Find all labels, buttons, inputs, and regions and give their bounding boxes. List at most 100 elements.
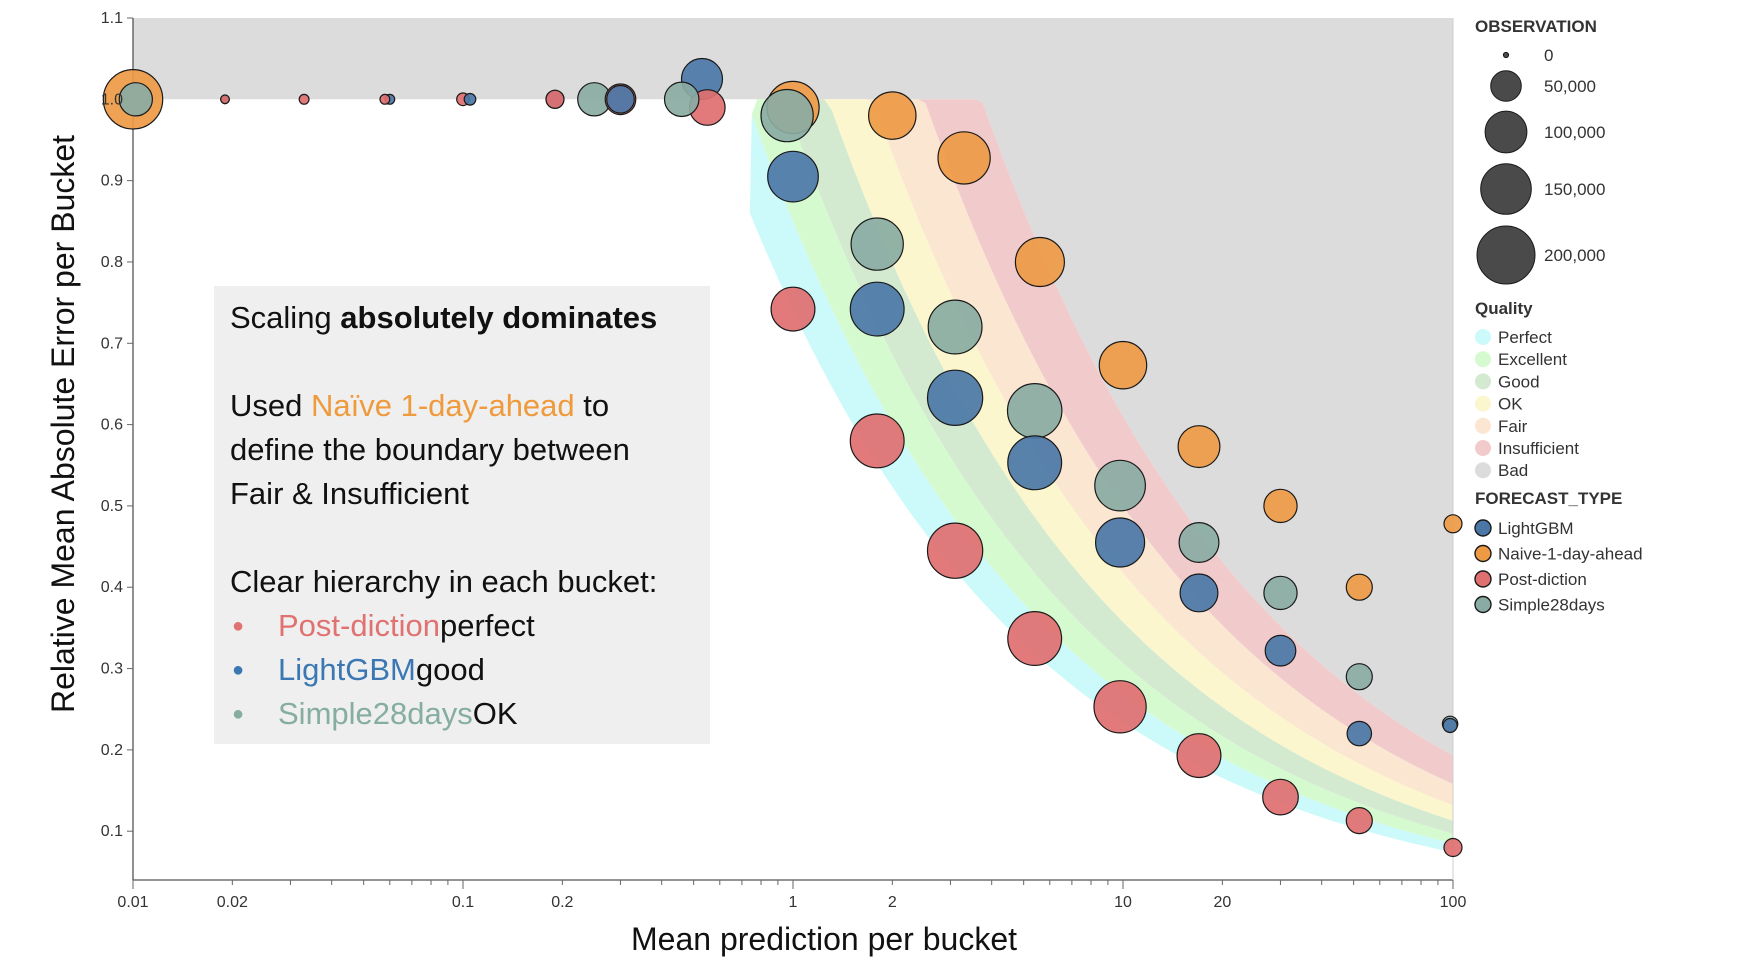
note-line-2-text: Used bbox=[230, 388, 311, 423]
legend-forecast-swatch bbox=[1474, 570, 1492, 588]
bubble-simple28days[interactable] bbox=[760, 88, 814, 143]
bubble-post-diction[interactable] bbox=[1093, 680, 1147, 734]
bubble-lightgbm[interactable] bbox=[1442, 717, 1458, 734]
bubble-lightgbm[interactable] bbox=[1346, 720, 1373, 747]
note-bullet-3: ● Simple28days OK bbox=[230, 692, 694, 736]
bullet-2-name: LightGBM bbox=[278, 652, 416, 687]
legend-size-swatch bbox=[1502, 51, 1510, 59]
bubble-naive-1-day-ahead[interactable] bbox=[1263, 488, 1298, 524]
note-line-2-end: to bbox=[574, 388, 610, 423]
bubble-simple28days[interactable] bbox=[850, 217, 904, 271]
y-tick-label: 0.8 bbox=[101, 254, 123, 271]
bubble-post-diction[interactable] bbox=[926, 522, 984, 579]
bubble-post-diction[interactable] bbox=[1176, 733, 1222, 779]
bubble-post-diction[interactable] bbox=[770, 286, 816, 332]
legend-forecast-swatch bbox=[1474, 595, 1492, 614]
legend-forecast-label: Simple28days bbox=[1498, 596, 1605, 615]
bubble-lightgbm[interactable] bbox=[463, 92, 477, 106]
bubble-naive-1-day-ahead[interactable] bbox=[867, 91, 917, 140]
bubble-simple28days[interactable] bbox=[1263, 575, 1298, 611]
band-bad bbox=[133, 18, 1453, 756]
legend-quality-title: Quality bbox=[1475, 299, 1533, 318]
legend-size-label: 200,000 bbox=[1544, 246, 1605, 265]
bubble-lightgbm[interactable] bbox=[1179, 573, 1219, 613]
legend: OBSERVATION 0 50,000 100,000 150,000 200,000 Q… bbox=[1474, 17, 1643, 615]
legend-size-swatch bbox=[1476, 225, 1536, 285]
note-line-4: Fair & Insufficient bbox=[230, 476, 469, 511]
legend-quality-label: Excellent bbox=[1498, 350, 1567, 369]
bubble-post-diction[interactable] bbox=[298, 93, 310, 105]
bubble-lightgbm[interactable] bbox=[606, 84, 635, 114]
bubble-post-diction[interactable] bbox=[1262, 778, 1299, 816]
bubble-naive-1-day-ahead[interactable] bbox=[1014, 236, 1066, 288]
y-tick-label: 0.6 bbox=[101, 417, 123, 434]
legend-quality-swatch bbox=[1475, 462, 1491, 479]
bullet-dot-icon: ● bbox=[232, 615, 245, 637]
note-line-1: Scaling absolutely dominates bbox=[230, 296, 694, 340]
y-tick-label: 0.9 bbox=[101, 173, 123, 190]
bubble-simple28days[interactable] bbox=[1094, 459, 1146, 512]
note-line-5: Clear hierarchy in each bucket: bbox=[230, 564, 658, 599]
bubble-post-diction[interactable] bbox=[379, 93, 391, 105]
bubble-lightgbm[interactable] bbox=[1007, 435, 1063, 491]
legend-size-label: 150,000 bbox=[1544, 180, 1605, 199]
bubble-simple28days[interactable] bbox=[118, 82, 154, 117]
y-tick-label: 0.3 bbox=[101, 661, 123, 678]
bubble-lightgbm[interactable] bbox=[1094, 517, 1146, 568]
note-line-3: define the boundary between bbox=[230, 432, 630, 467]
legend-size-swatch bbox=[1490, 70, 1522, 102]
bubble-naive-1-day-ahead[interactable] bbox=[1345, 573, 1373, 601]
bubble-naive-1-day-ahead[interactable] bbox=[937, 131, 991, 185]
note-emphasis: absolutely dominates bbox=[340, 300, 658, 335]
bullet-3-name: Simple28days bbox=[278, 696, 473, 731]
legend-size-label: 50,000 bbox=[1544, 77, 1596, 96]
bubble-post-diction[interactable] bbox=[1007, 610, 1063, 666]
x-tick-label: 20 bbox=[1213, 894, 1231, 911]
legend-size-label: 100,000 bbox=[1544, 123, 1605, 142]
y-tick-label: 0.7 bbox=[101, 335, 123, 352]
bubble-post-diction[interactable] bbox=[849, 413, 905, 469]
band-ok bbox=[762, 99, 1453, 821]
bubble-post-diction[interactable] bbox=[1345, 806, 1373, 835]
bubble-lightgbm[interactable] bbox=[767, 150, 819, 203]
legend-quality-label: Good bbox=[1498, 372, 1540, 391]
x-tick-label: 0.01 bbox=[117, 894, 148, 911]
legend-quality-label: Insufficient bbox=[1498, 439, 1579, 458]
legend-forecast-title: FORECAST_TYPE bbox=[1475, 489, 1622, 508]
legend-quality-swatch bbox=[1475, 395, 1491, 412]
legend-quality-swatch bbox=[1475, 440, 1491, 456]
y-axis-title: Relative Mean Absolute Error per Bucket bbox=[45, 135, 81, 713]
x-tick-label: 0.1 bbox=[452, 894, 474, 911]
note-naive-highlight: Naïve 1-day-ahead bbox=[310, 388, 575, 423]
y-tick-label: 0.4 bbox=[101, 579, 123, 596]
legend-size-swatch bbox=[1480, 163, 1532, 215]
band-insufficient bbox=[774, 99, 1453, 785]
x-axis-title: Mean prediction per bucket bbox=[631, 921, 1017, 957]
note-bullet-1: ● Post-diction perfect bbox=[230, 604, 694, 648]
bubble-post-diction[interactable] bbox=[1443, 837, 1463, 858]
bubble-simple28days[interactable] bbox=[1006, 382, 1063, 439]
annotation-box: Scaling absolutely dominates Used Naïve … bbox=[214, 286, 710, 744]
y-tick-label: 0.5 bbox=[101, 498, 123, 515]
bubble-lightgbm[interactable] bbox=[849, 281, 905, 337]
note-line-2: Used Naïve 1-day-ahead to bbox=[230, 384, 694, 428]
bubble-simple28days[interactable] bbox=[1178, 521, 1220, 563]
bubble-lightgbm[interactable] bbox=[926, 369, 984, 426]
legend-quality-label: Perfect bbox=[1498, 328, 1552, 347]
bubble-post-diction[interactable] bbox=[545, 89, 565, 109]
x-tick-label: 10 bbox=[1114, 894, 1132, 911]
bubble-post-diction[interactable] bbox=[220, 94, 230, 105]
bubble-naive-1-day-ahead[interactable] bbox=[1177, 425, 1221, 469]
bubble-naive-1-day-ahead[interactable] bbox=[1098, 340, 1148, 390]
legend-forecast-label: Post-diction bbox=[1498, 570, 1587, 589]
bubble-simple28days[interactable] bbox=[663, 81, 700, 118]
legend-quality-label: Bad bbox=[1498, 461, 1528, 480]
legend-forecast-swatch bbox=[1474, 544, 1492, 563]
bullet-dot-icon: ● bbox=[232, 659, 245, 681]
bubble-simple28days[interactable] bbox=[1345, 663, 1373, 691]
legend-quality-swatch bbox=[1475, 351, 1491, 368]
bubble-lightgbm[interactable] bbox=[1264, 634, 1297, 667]
bubble-simple28days[interactable] bbox=[927, 299, 983, 355]
bubble-naive-1-day-ahead[interactable] bbox=[1443, 514, 1463, 534]
